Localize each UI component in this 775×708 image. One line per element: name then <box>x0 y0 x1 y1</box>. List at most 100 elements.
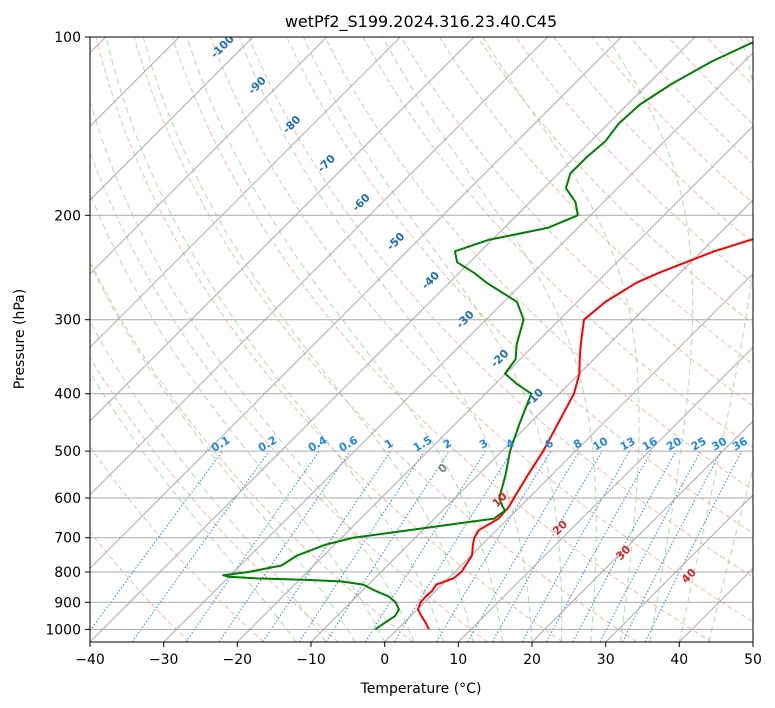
dry-adiabat-line <box>248 37 753 578</box>
x-tick-label: 20 <box>523 652 541 668</box>
dry-adiabat-line <box>553 37 753 244</box>
dry-adiabat-line <box>90 531 190 642</box>
x-tick-label: −10 <box>296 652 326 668</box>
mixing-ratio-label: 2 <box>441 437 454 452</box>
isotherm-gridline <box>752 641 753 642</box>
moist-adiabat-line <box>90 192 386 642</box>
dry-adiabat-line <box>171 37 712 642</box>
x-tick-label: 50 <box>744 652 762 668</box>
y-axis: 1000 900 800 700 600 500 400 300 200 100 <box>45 30 90 638</box>
dry-adiabat-line <box>90 356 339 642</box>
dry-adiabat-line <box>362 37 753 449</box>
mixing-ratio-line <box>545 450 653 642</box>
y-tick-label: 600 <box>54 491 81 507</box>
isotherm-gridline <box>90 37 328 275</box>
isotherm-gridline <box>605 493 753 642</box>
x-tick-label: −40 <box>75 652 105 668</box>
mixing-ratio-line <box>131 450 270 642</box>
mixing-ratio-label: 1 <box>382 437 395 452</box>
dry-adiabat-line <box>133 37 638 642</box>
x-tick-label: −30 <box>149 652 179 668</box>
mixing-ratio-line <box>364 450 486 642</box>
mixing-ratio-line <box>185 450 320 642</box>
moist-adiabat-line <box>90 99 415 642</box>
isotherm-gridline <box>457 346 753 642</box>
dry-adiabat-line <box>744 37 753 47</box>
isotherm-gridline <box>236 125 753 642</box>
mixing-ratio-line <box>491 450 603 642</box>
mixing-ratio-line <box>644 450 743 642</box>
y-tick-label: 500 <box>54 444 81 460</box>
mixing-ratio-lines <box>90 450 743 642</box>
mixing-ratio-line <box>467 450 580 642</box>
isotherm-label: -50 <box>384 230 407 253</box>
isotherm-gridline <box>163 51 753 642</box>
isotherm-label: -30 <box>454 308 477 331</box>
isotherm-label: -40 <box>419 269 442 292</box>
isotherm-gridline <box>90 37 475 422</box>
moist-adiabat-line <box>606 37 694 642</box>
isotherm-label: -70 <box>315 152 338 175</box>
y-tick-label: 300 <box>54 313 81 329</box>
moist-adiabat-line <box>678 37 753 642</box>
isotherm-gridline <box>384 272 753 642</box>
mixing-ratio-line <box>325 450 450 642</box>
isotherm-gridline <box>90 37 549 496</box>
moist-adiabat-line <box>238 37 533 642</box>
mixing-ratio-line <box>393 450 513 642</box>
dry-adiabat-line <box>400 37 753 407</box>
y-tick-label: 800 <box>54 565 81 581</box>
moist-adiabat-line <box>105 37 445 642</box>
dry-adiabat-line <box>591 37 753 204</box>
isotherm-label: -90 <box>246 74 269 97</box>
overlay-line-labels: 0.1 0.2 0.4 0.6 1 1.5 2 3 4 6 8 10 13 16 20 25 30 36-100-… <box>208 37 750 586</box>
x-axis-title: Temperature (°C) <box>360 681 482 697</box>
dry-adiabat-line <box>668 37 753 125</box>
dry-adiabat-line <box>286 37 753 534</box>
moist-adiabats <box>90 37 753 642</box>
plot-frame <box>89 36 754 643</box>
moist-adiabat-line <box>90 371 297 642</box>
isotherm-gridline <box>531 420 753 642</box>
isotherm-gridline <box>90 37 401 349</box>
isotherm-gridline <box>90 37 622 570</box>
dry-adiabat-line <box>90 259 414 642</box>
x-tick-label: 40 <box>670 652 688 668</box>
y-axis-title: Pressure (hPa) <box>12 289 28 389</box>
moist-adiabat-line <box>90 262 356 642</box>
skewed-isotherm-gridlines <box>90 37 753 642</box>
isotherm-label: -80 <box>280 113 303 136</box>
dry-adiabat-line <box>90 150 488 642</box>
chart-title: wetPf2_S199.2024.316.23.40.C45 <box>285 12 557 32</box>
x-tick-label: 10 <box>449 652 467 668</box>
isotherm-gridline <box>678 567 753 642</box>
moist-adiabat-line <box>708 466 753 642</box>
dry-adiabat-line <box>90 445 264 642</box>
dry-adiabat-line <box>515 37 753 284</box>
isotherm-gridline <box>310 199 753 642</box>
mixing-ratio-line <box>90 450 223 632</box>
y-tick-label: 400 <box>54 387 81 403</box>
dry-adiabat-line <box>324 37 753 491</box>
y-tick-label: 700 <box>54 531 81 547</box>
y-tick-label: 200 <box>54 208 81 224</box>
dewpoint-profile-line <box>222 41 753 631</box>
dry-adiabat-line <box>438 37 753 366</box>
moist-adiabat-line <box>302 37 563 642</box>
x-tick-label: −20 <box>223 652 253 668</box>
dry-adiabat-line <box>95 37 563 642</box>
mixing-ratio-line <box>521 450 630 642</box>
dry-adiabat-line <box>706 37 753 86</box>
isotherm-label: -60 <box>350 191 373 214</box>
wet-bulb-label: 40 <box>679 566 699 586</box>
isotherm-gridline <box>90 37 254 201</box>
mixing-ratio-line <box>262 450 392 642</box>
isotherm-gridline <box>90 37 696 642</box>
moist-adiabat-line <box>90 320 327 642</box>
profile-lines <box>222 41 753 631</box>
y-tick-label: 100 <box>54 30 81 46</box>
pressure-gridlines <box>90 37 753 630</box>
x-axis: −40 −30 −20 −10 0 10 20 30 40 50 <box>75 642 762 668</box>
mixing-ratio-line <box>298 450 425 642</box>
